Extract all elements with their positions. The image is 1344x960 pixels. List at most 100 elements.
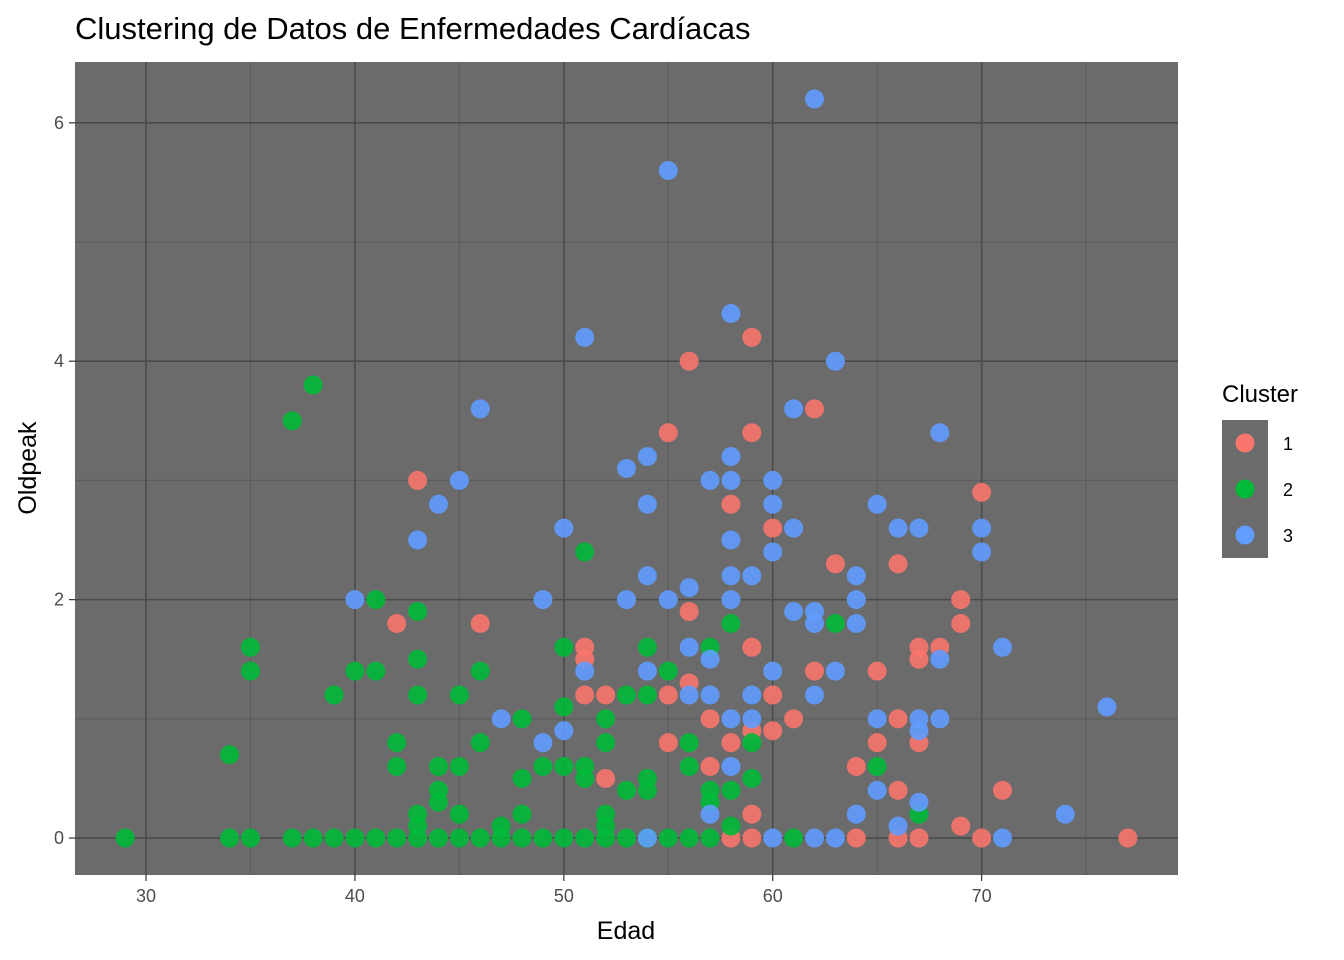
data-point-cluster-3 <box>972 518 992 538</box>
data-point-cluster-3 <box>721 566 741 586</box>
legend-title: Cluster <box>1222 381 1298 408</box>
data-point-cluster-3 <box>637 566 657 586</box>
data-point-cluster-2 <box>637 685 657 705</box>
data-point-cluster-2 <box>596 733 616 753</box>
data-points <box>115 89 1138 848</box>
data-point-cluster-2 <box>533 757 553 777</box>
data-point-cluster-1 <box>951 816 971 836</box>
data-point-cluster-3 <box>345 590 365 610</box>
data-point-cluster-3 <box>763 828 783 848</box>
data-point-cluster-3 <box>930 423 950 443</box>
data-point-cluster-2 <box>366 661 386 681</box>
data-point-cluster-2 <box>512 828 532 848</box>
data-point-cluster-3 <box>993 637 1013 657</box>
data-point-cluster-3 <box>721 709 741 729</box>
data-point-cluster-3 <box>721 447 741 467</box>
data-point-cluster-3 <box>721 590 741 610</box>
data-point-cluster-2 <box>240 661 260 681</box>
data-point-cluster-3 <box>867 709 887 729</box>
data-point-cluster-2 <box>658 661 678 681</box>
data-point-cluster-2 <box>282 411 302 431</box>
data-point-cluster-2 <box>366 590 386 610</box>
data-point-cluster-2 <box>220 828 240 848</box>
y-tick-label: 0 <box>54 828 64 848</box>
data-point-cluster-2 <box>554 828 574 848</box>
data-point-cluster-1 <box>909 828 929 848</box>
data-point-cluster-2 <box>345 661 365 681</box>
data-point-cluster-2 <box>596 709 616 729</box>
data-point-cluster-2 <box>282 828 302 848</box>
data-point-cluster-3 <box>658 160 678 180</box>
data-point-cluster-1 <box>784 709 804 729</box>
data-point-cluster-2 <box>617 828 636 848</box>
data-point-cluster-3 <box>700 470 720 490</box>
data-point-cluster-1 <box>951 613 971 633</box>
data-point-cluster-3 <box>930 649 950 669</box>
data-point-cluster-3 <box>658 590 678 610</box>
data-point-cluster-2 <box>470 661 490 681</box>
data-point-cluster-1 <box>763 685 783 705</box>
y-axis-ticks: 0 2 4 6 <box>54 113 75 848</box>
data-point-cluster-2 <box>637 637 657 657</box>
data-point-cluster-3 <box>408 530 428 550</box>
data-point-cluster-2 <box>554 757 574 777</box>
legend-key-cluster-2 <box>1235 479 1255 499</box>
data-point-cluster-2 <box>449 757 469 777</box>
data-point-cluster-3 <box>428 494 448 514</box>
data-point-cluster-3 <box>763 661 783 681</box>
data-point-cluster-2 <box>387 733 407 753</box>
data-point-cluster-2 <box>449 804 469 824</box>
data-point-cluster-3 <box>575 661 595 681</box>
data-point-cluster-3 <box>679 637 699 657</box>
legend: Cluster 1 2 3 <box>1222 381 1298 558</box>
data-point-cluster-1 <box>888 554 908 574</box>
data-point-cluster-3 <box>491 709 511 729</box>
data-point-cluster-2 <box>428 757 448 777</box>
data-point-cluster-3 <box>637 661 657 681</box>
x-tick-label: 30 <box>136 886 156 906</box>
data-point-cluster-1 <box>742 423 762 443</box>
data-point-cluster-3 <box>909 721 929 741</box>
data-point-cluster-3 <box>617 590 636 610</box>
data-point-cluster-1 <box>909 649 929 669</box>
data-point-cluster-3 <box>449 470 469 490</box>
data-point-cluster-2 <box>679 828 699 848</box>
data-point-cluster-2 <box>324 685 344 705</box>
data-point-cluster-3 <box>909 518 929 538</box>
legend-label-cluster-1: 1 <box>1283 434 1293 454</box>
data-point-cluster-3 <box>700 804 720 824</box>
data-point-cluster-1 <box>742 637 762 657</box>
data-point-cluster-3 <box>972 542 992 562</box>
data-point-cluster-2 <box>700 828 720 848</box>
data-point-cluster-2 <box>575 768 595 788</box>
minor-gridlines <box>75 62 1178 875</box>
data-point-cluster-1 <box>805 661 825 681</box>
data-point-cluster-3 <box>575 327 595 347</box>
data-point-cluster-3 <box>846 613 866 633</box>
data-point-cluster-2 <box>428 792 448 812</box>
data-point-cluster-1 <box>721 494 741 514</box>
data-point-cluster-3 <box>1055 804 1075 824</box>
data-point-cluster-1 <box>575 685 595 705</box>
data-point-cluster-3 <box>679 578 699 598</box>
data-point-cluster-2 <box>554 697 574 717</box>
y-axis-title: Oldpeak <box>14 421 42 515</box>
data-point-cluster-3 <box>679 685 699 705</box>
data-point-cluster-1 <box>951 590 971 610</box>
data-point-cluster-1 <box>470 613 490 633</box>
data-point-cluster-2 <box>387 828 407 848</box>
data-point-cluster-1 <box>700 757 720 777</box>
data-point-cluster-3 <box>763 542 783 562</box>
data-point-cluster-2 <box>470 828 490 848</box>
data-point-cluster-2 <box>617 780 636 800</box>
data-point-cluster-3 <box>554 721 574 741</box>
data-point-cluster-1 <box>679 351 699 371</box>
data-point-cluster-1 <box>888 709 908 729</box>
data-point-cluster-1 <box>825 554 845 574</box>
data-point-cluster-3 <box>909 792 929 812</box>
data-point-cluster-2 <box>408 649 428 669</box>
data-point-cluster-2 <box>721 780 741 800</box>
data-point-cluster-1 <box>972 828 992 848</box>
x-tick-label: 40 <box>345 886 365 906</box>
data-point-cluster-2 <box>512 768 532 788</box>
